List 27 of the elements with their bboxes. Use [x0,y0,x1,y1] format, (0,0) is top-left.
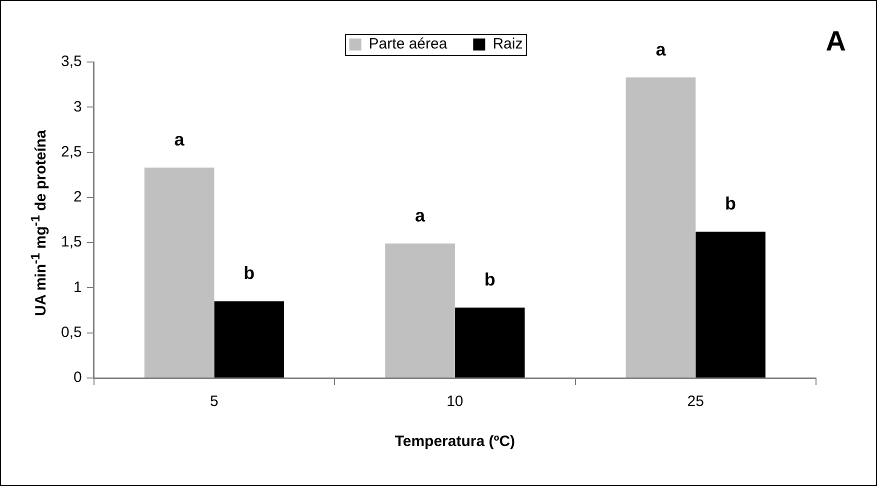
bar [144,168,214,378]
y-tick-label: 3,5 [60,53,82,70]
data-label: b [244,263,255,284]
y-tick-label: 1 [74,278,82,296]
x-tick-label: 25 [687,393,704,410]
y-tick-label: 0,5 [60,324,82,341]
data-label: b [484,270,496,290]
bar [626,77,696,378]
x-tick-label: 5 [210,393,218,410]
text: A [826,26,846,57]
y-tick-label: 3 [74,98,82,116]
data-label: a [174,130,186,150]
y-tick-label: 0 [74,369,82,386]
legend-label: Parte aérea [368,36,448,53]
y-tick-label: 1,5 [60,234,82,251]
bar [454,308,525,378]
y-tick-label: 2,5 [60,143,82,160]
data-label: b [725,194,736,214]
y-tick-label: 2 [74,188,82,206]
bar [385,243,455,378]
x-axis-title: Temperatura (ºC) [394,433,516,450]
data-label: a [415,205,426,226]
legend-label: Raiz [492,36,523,53]
x-tick-label: 10 [446,393,464,410]
bar [214,301,284,378]
data-label: a [656,39,667,60]
bar [696,232,766,378]
